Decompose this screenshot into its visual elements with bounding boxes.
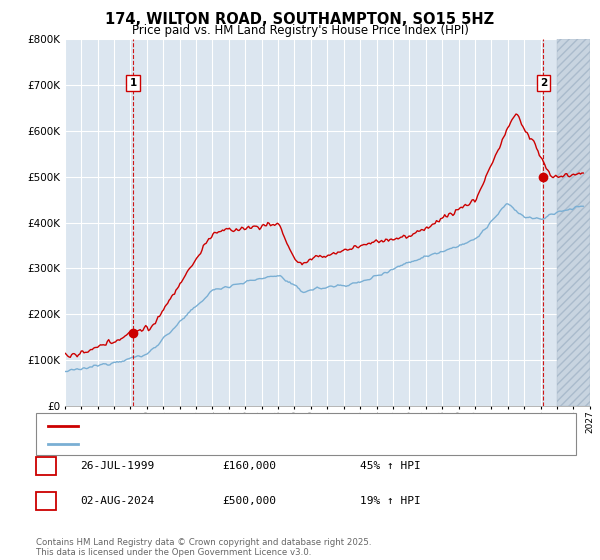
Text: 1: 1 bbox=[42, 459, 50, 473]
Bar bbox=[557, 39, 590, 406]
Text: 174, WILTON ROAD, SOUTHAMPTON, SO15 5HZ: 174, WILTON ROAD, SOUTHAMPTON, SO15 5HZ bbox=[106, 12, 494, 27]
Text: 2: 2 bbox=[42, 494, 50, 508]
Text: 45% ↑ HPI: 45% ↑ HPI bbox=[360, 461, 421, 471]
Text: £160,000: £160,000 bbox=[222, 461, 276, 471]
Text: £500,000: £500,000 bbox=[222, 496, 276, 506]
Text: Contains HM Land Registry data © Crown copyright and database right 2025.
This d: Contains HM Land Registry data © Crown c… bbox=[36, 538, 371, 557]
Text: 1: 1 bbox=[130, 78, 137, 88]
Text: 19% ↑ HPI: 19% ↑ HPI bbox=[360, 496, 421, 506]
Text: HPI: Average price, detached house, Southampton: HPI: Average price, detached house, Sout… bbox=[87, 438, 338, 449]
Text: Price paid vs. HM Land Registry's House Price Index (HPI): Price paid vs. HM Land Registry's House … bbox=[131, 24, 469, 36]
Text: 174, WILTON ROAD, SOUTHAMPTON, SO15 5HZ (detached house): 174, WILTON ROAD, SOUTHAMPTON, SO15 5HZ … bbox=[87, 421, 415, 431]
Text: 02-AUG-2024: 02-AUG-2024 bbox=[80, 496, 154, 506]
Text: 2: 2 bbox=[540, 78, 547, 88]
Text: 26-JUL-1999: 26-JUL-1999 bbox=[80, 461, 154, 471]
